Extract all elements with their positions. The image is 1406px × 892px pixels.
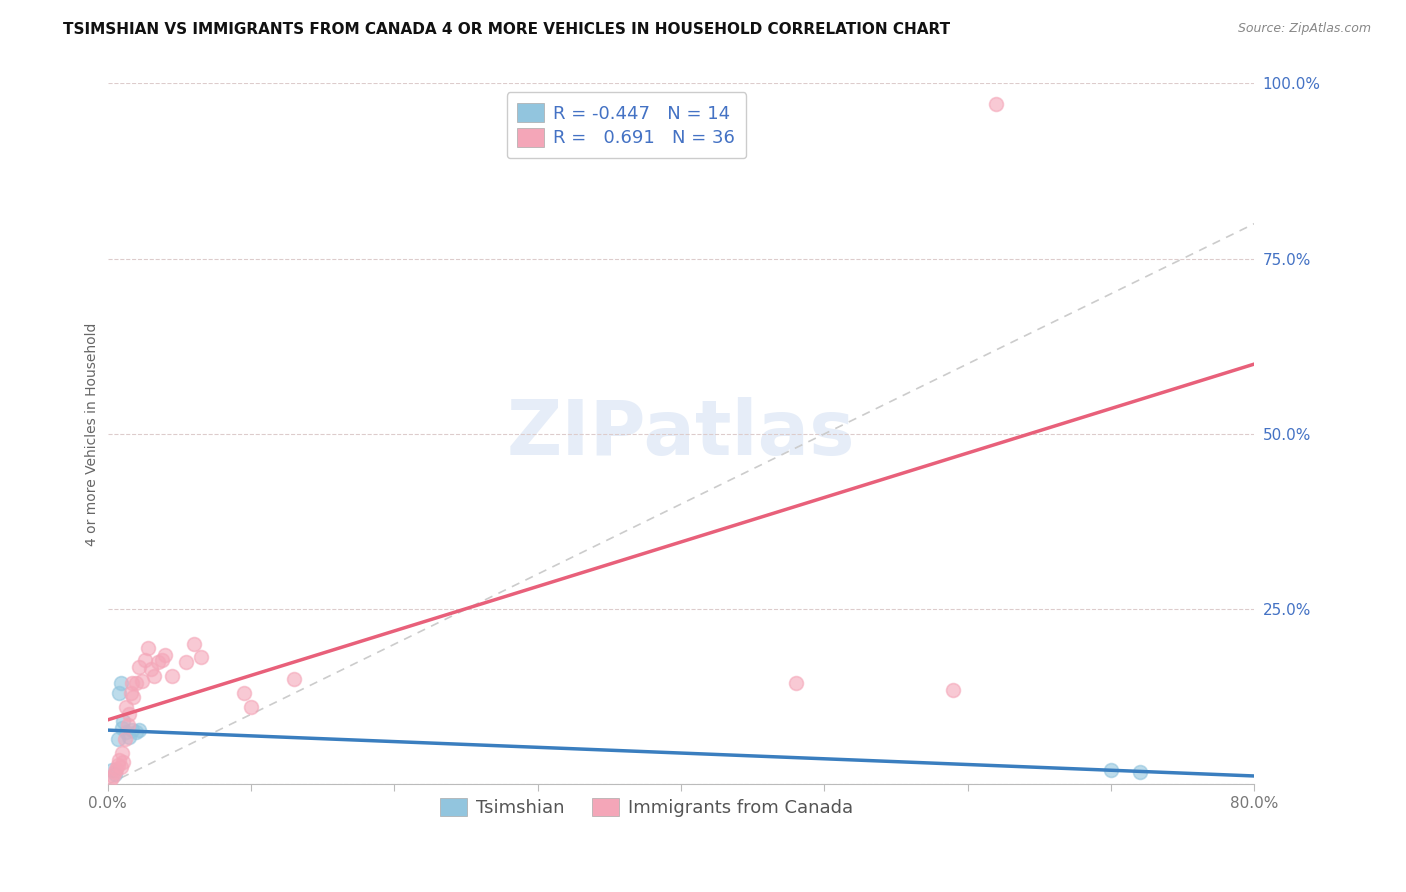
Point [122,690,145,704]
Point [150,653,173,667]
Point [134,653,156,667]
Point [176,655,198,669]
Point [114,731,136,746]
Point [111,722,134,736]
Point [104,764,127,779]
Point [142,669,165,683]
Point [232,686,254,700]
Point [101,764,124,778]
Point [190,649,212,664]
Point [121,675,143,690]
Point [283,673,305,687]
Point [117,718,139,732]
Point [139,662,162,676]
Point [131,673,153,688]
Text: ZIPatlas: ZIPatlas [506,397,855,471]
Point [104,767,127,781]
Point [107,731,129,746]
Point [183,637,205,651]
Point [146,655,169,669]
Point [107,757,129,772]
Point [128,659,150,673]
Point [108,753,131,767]
Y-axis label: 4 or more Vehicles in Household: 4 or more Vehicles in Household [86,322,100,546]
Point [118,707,141,722]
Point [1129,764,1152,779]
Point [128,723,150,737]
Text: TSIMSHIAN VS IMMIGRANTS FROM CANADA 4 OR MORE VEHICLES IN HOUSEHOLD CORRELATION : TSIMSHIAN VS IMMIGRANTS FROM CANADA 4 OR… [63,22,950,37]
Point [112,755,135,769]
Point [115,700,138,714]
Legend: Tsimshian, Immigrants from Canada: Tsimshian, Immigrants from Canada [433,790,860,824]
Point [105,762,128,776]
Point [108,686,131,700]
Point [942,682,965,697]
Point [100,772,122,786]
Point [110,675,132,690]
Point [1099,764,1122,778]
Point [103,769,125,783]
Point [115,724,138,739]
Point [120,686,142,700]
Point [125,675,148,690]
Point [118,730,141,744]
Point [136,640,159,655]
Point [986,97,1008,112]
Point [121,723,143,737]
Point [112,714,135,729]
Point [110,760,132,774]
Text: Source: ZipAtlas.com: Source: ZipAtlas.com [1237,22,1371,36]
Point [160,669,183,683]
Point [153,648,176,662]
Point [111,746,134,760]
Point [240,700,263,714]
Point [125,724,148,739]
Point [785,675,807,690]
